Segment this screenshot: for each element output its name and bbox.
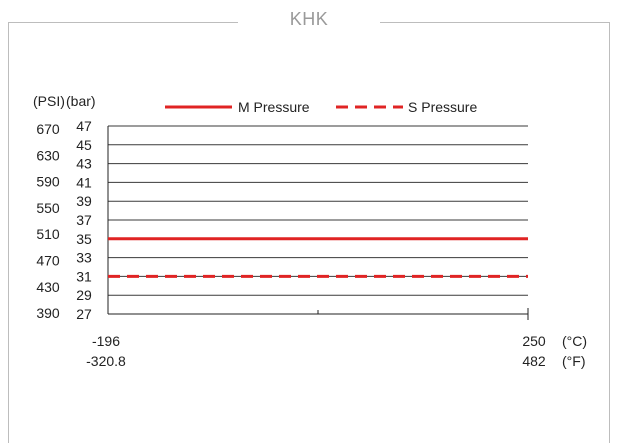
y-psi-tick-label: 550 — [36, 200, 60, 216]
y-bar-tick-label: 35 — [76, 231, 92, 247]
y-psi-tick-labels: 670 630 590 550 510 470 430 390 — [36, 121, 60, 321]
y-psi-tick-label: 670 — [36, 121, 60, 137]
y-bar-tick-label: 47 — [76, 118, 92, 134]
y-bar-tick-label: 37 — [76, 212, 92, 228]
psi-unit-label: (PSI) — [33, 93, 65, 109]
series-lines — [108, 237, 528, 278]
grid-lines — [108, 125, 528, 296]
y-bar-tick-label: 45 — [76, 137, 92, 153]
y-bar-tick-label: 39 — [76, 193, 92, 209]
y-psi-tick-label: 470 — [36, 252, 60, 268]
chart-title: KHK — [237, 9, 381, 29]
frame-title-wrap: KHK — [0, 9, 618, 30]
legend-m-pressure-label: M Pressure — [238, 99, 310, 115]
axes — [107, 126, 529, 320]
fahrenheit-unit-label: (°F) — [562, 353, 585, 369]
celsius-unit-label: (°C) — [562, 333, 587, 349]
y-psi-tick-label: 390 — [36, 305, 60, 321]
x-fahrenheit-tick-max: 482 — [522, 353, 546, 369]
y-bar-tick-label: 31 — [76, 268, 92, 284]
y-psi-tick-label: 510 — [36, 226, 60, 242]
y-psi-tick-label: 630 — [36, 147, 60, 163]
y-bar-tick-label: 43 — [76, 156, 92, 172]
pressure-chart: 47 45 43 41 39 37 35 33 31 29 27 670 630 590 550 510 47… — [33, 93, 587, 369]
y-psi-tick-label: 430 — [36, 279, 60, 295]
x-fahrenheit-tick-min: -320.8 — [86, 353, 126, 369]
y-bar-tick-label: 29 — [76, 287, 92, 303]
x-celsius-tick-min: -196 — [92, 333, 120, 349]
y-bar-tick-label: 33 — [76, 250, 92, 266]
y-bar-tick-label: 27 — [76, 306, 92, 322]
y-bar-tick-labels: 47 45 43 41 39 37 35 33 31 29 27 — [76, 118, 92, 322]
y-psi-tick-label: 590 — [36, 174, 60, 190]
bar-unit-label: (bar) — [66, 93, 96, 109]
y-bar-tick-label: 41 — [76, 174, 92, 190]
legend-s-pressure-label: S Pressure — [408, 99, 477, 115]
x-celsius-tick-max: 250 — [522, 333, 546, 349]
